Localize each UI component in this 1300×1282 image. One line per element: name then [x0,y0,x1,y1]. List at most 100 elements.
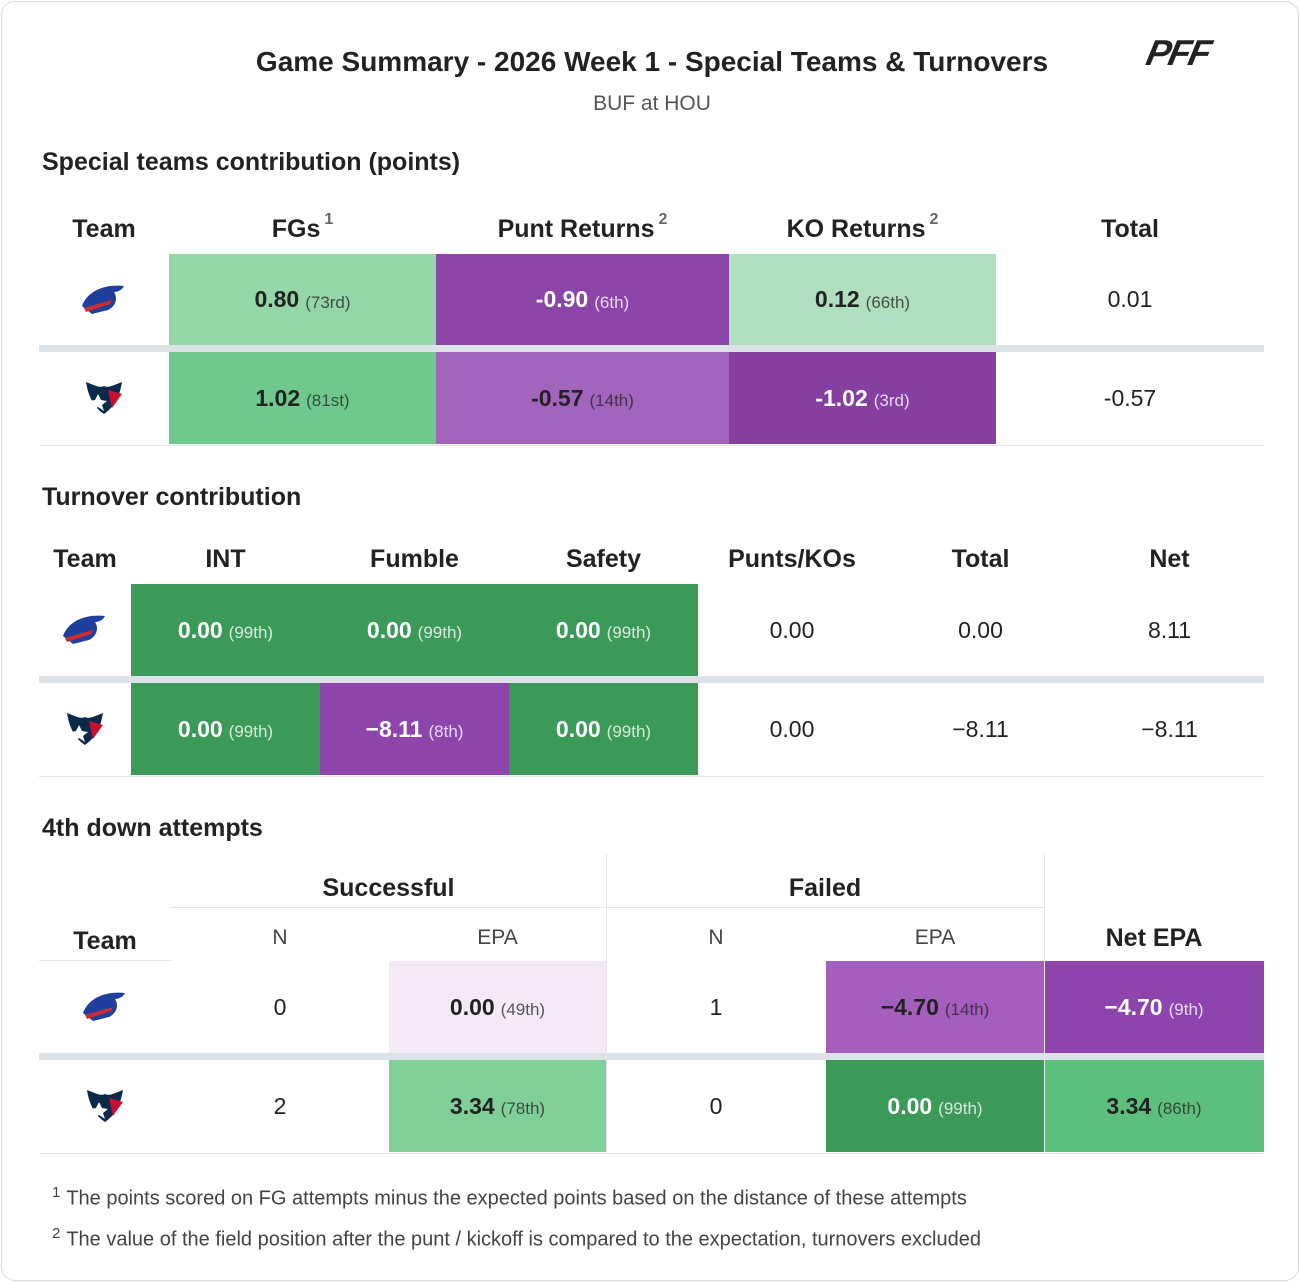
divider [39,676,1264,683]
divider [39,1153,1264,1154]
cell-rank: (3rd) [873,391,910,410]
cell-rank: (66th) [865,292,911,312]
section-title: 4th down attempts [42,814,263,842]
cell-value: -0.90 [535,286,589,312]
footnote: 2 The value of the field position after t… [52,1225,981,1252]
divider [39,345,1264,352]
cell: 3.34 (78th) [389,1060,606,1152]
cell-rank: (99th) [606,623,652,642]
team-logo [78,374,130,422]
team-logo [59,606,111,654]
cell: −4.70 (9th) [1044,961,1264,1053]
column-header: Total [886,541,1075,577]
cell: −4.70 (14th) [826,961,1044,1053]
divider [39,445,1264,446]
team-logo [78,276,130,324]
cell-rank: (78th) [500,1099,546,1118]
cell-rank: (73rd) [305,292,351,312]
column-label: N [272,926,288,949]
subtitle: BUF at HOU [593,92,711,115]
cell-value: −8.11 [365,715,423,742]
section-title: Special teams contribution (points) [42,148,461,176]
column-label: Total [1101,214,1159,243]
column-header: N [171,920,389,956]
team-logo [59,705,111,753]
cell: 0.00 (99th) [131,584,320,676]
column-label: Fumble [370,544,459,573]
cell-value: 0.00 [177,715,223,742]
cell-value: 0.00 [555,616,601,643]
column-header: Net EPA [1044,920,1264,956]
cell-rank: (8th) [428,722,464,741]
column-label: EPA [914,926,956,949]
cell-value: −4.70 [880,993,939,1020]
cell-value: −4.70 [1104,993,1163,1020]
cell-value: 0.00 [177,616,223,643]
title: Game Summary - 2026 Week 1 - Special Tea… [255,46,1049,77]
footnote-text: The value of the field position after th… [66,1228,981,1251]
cell-rank: (99th) [938,1099,983,1118]
team-logo [79,983,131,1031]
cell-rank: (9th) [1168,1000,1204,1019]
cell-rank: (86th) [1157,1099,1202,1118]
column-label: KO Returns [786,214,926,243]
cell: 0.80 (73rd) [169,254,436,345]
cell: -1.02 (3rd) [729,352,996,444]
footnote-marker: 1 [52,1184,61,1201]
cell: 1.02 (81st) [169,352,436,444]
cell-value: 0.00 [555,715,601,742]
cell-rank: (99th) [228,623,274,642]
footnote-marker: 2 [52,1225,61,1242]
cell-value: 0 [709,1092,723,1119]
cell-value: -0.57 [531,384,584,411]
footnote-text: The points scored on FG attempts minus t… [66,1187,967,1210]
cell-rank: (14th) [944,1000,990,1019]
cell: -0.57 (14th) [436,352,729,444]
cell: 0.00 (99th) [320,584,509,676]
cell-value: 8.11 [1147,616,1192,643]
column-label: Punts/KOs [728,544,856,573]
cell-value: 2 [273,1092,287,1119]
column-header: Total [996,211,1264,247]
cell-value: 1 [709,993,723,1020]
column-label: EPA [477,926,518,949]
cell-value: -0.57 [1103,384,1157,411]
cell: 0.00 (49th) [389,961,606,1053]
column-header: INT [131,541,320,577]
divider [606,854,607,1152]
column-header: Punt Returns 2 [436,211,729,247]
column-header: EPA [389,920,606,956]
cell: 0.00 (99th) [509,683,698,775]
column-label: Team [73,926,137,955]
cell-rank: (99th) [417,623,463,642]
column-label: Safety [565,544,642,573]
column-label: Net EPA [1105,923,1203,952]
cell-rank: (99th) [606,722,652,741]
cell-value: -1.02 [815,384,868,411]
cell-rank: (81st) [306,391,350,410]
cell-value: 0 [273,993,287,1020]
cell-value: 3.34 [449,1092,495,1119]
team-logo [79,1082,131,1130]
cell-rank: (99th) [228,722,274,741]
divider [39,776,1264,777]
cell: 0.12 (66th) [729,254,996,345]
column-header: N [606,920,826,956]
cell-value: 3.34 [1106,1092,1152,1119]
column-label: N [708,926,724,949]
footnote-marker: 1 [324,211,334,228]
column-header: Net [1075,541,1264,577]
column-label: Total [951,544,1010,573]
cell-value: 0.00 [769,616,815,643]
column-header: Team [39,211,169,247]
column-label: INT [205,544,246,573]
group-header: Failed [788,873,862,902]
divider [171,907,1044,908]
cell: 0.00 (99th) [131,683,320,775]
cell-value: 0.00 [449,993,495,1020]
group-header: Successful [322,873,455,902]
divider [39,960,171,961]
column-header: Fumble [320,541,509,577]
column-header: Safety [509,541,698,577]
